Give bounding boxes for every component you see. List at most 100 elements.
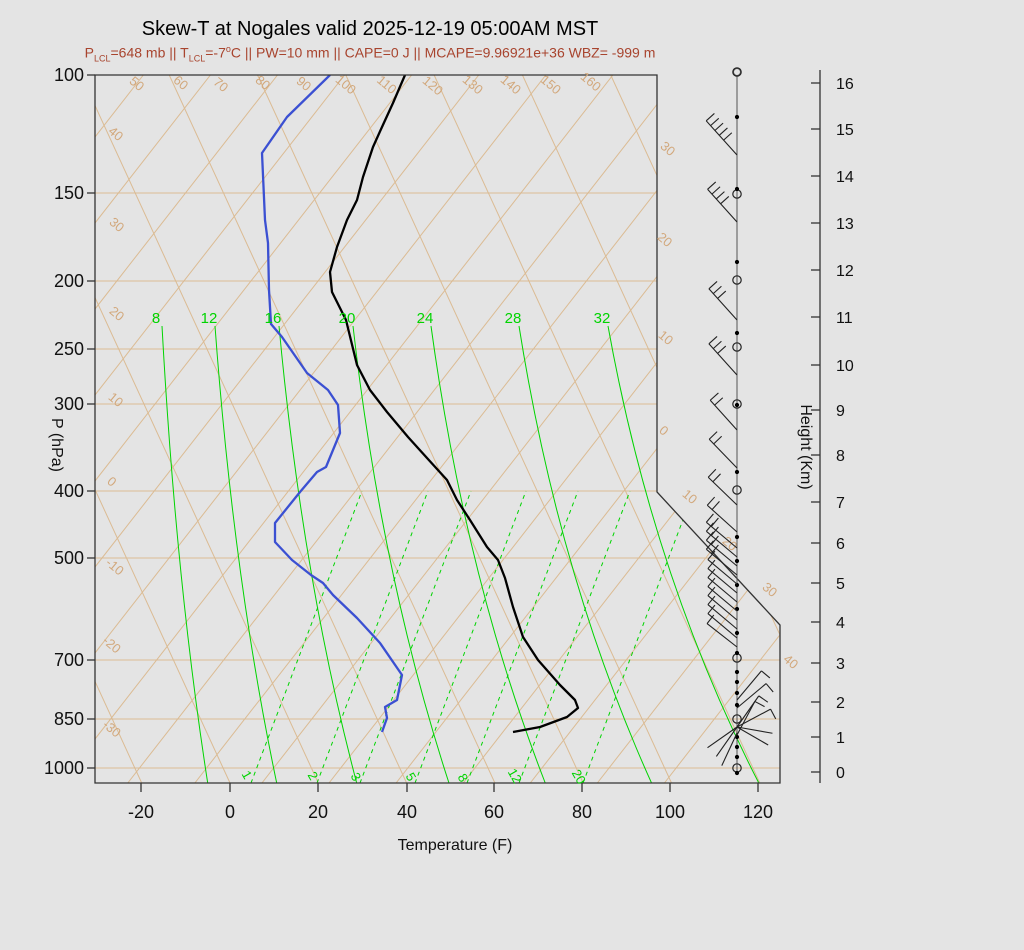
svg-text:13: 13 [836,216,854,233]
level-dot [734,679,740,685]
svg-text:7: 7 [836,495,845,512]
svg-text:12: 12 [836,263,854,280]
temperature-curve [328,75,580,734]
wind-barb [705,531,738,567]
svg-text:10: 10 [836,358,854,375]
svg-text:80: 80 [572,802,592,822]
svg-text:30: 30 [658,138,679,159]
plot-frame [94,74,781,784]
isobar-lines [95,192,780,769]
wind-barb [705,113,738,156]
pressure-axis: 100 150 200 250 300 400 500 700 850 1000 P (hPa) [44,65,95,778]
wind-barb [707,604,738,639]
wind-barb [706,496,738,533]
svg-text:90: 90 [294,73,315,94]
svg-text:10: 10 [106,389,127,410]
svg-text:16: 16 [265,310,282,327]
svg-text:110: 110 [374,72,400,97]
svg-text:30: 30 [760,579,781,600]
wind-barb [708,431,738,469]
svg-text:60: 60 [484,802,504,822]
svg-text:20: 20 [308,802,328,822]
level-dot [734,754,740,760]
dewpoint-curve [260,75,404,733]
svg-text:Temperature (F): Temperature (F) [398,837,513,854]
wind-barb [705,522,738,558]
svg-text:150: 150 [54,183,84,203]
level-circle [732,485,742,495]
dry-adiabat-lines [95,75,780,783]
wind-barb [708,281,738,321]
level-circle [732,342,742,352]
wind-barbs [705,67,777,776]
moist-adiabat-labels: 8 12 16 20 24 28 32 [152,310,611,327]
svg-text:50: 50 [127,73,148,94]
svg-text:8: 8 [836,448,845,465]
level-dot [734,186,740,192]
level-circle [732,275,742,285]
svg-text:160: 160 [578,69,604,94]
wind-barb [707,586,738,621]
level-dot [734,669,740,675]
svg-text:120: 120 [420,73,446,98]
svg-text:250: 250 [54,339,84,359]
wind-barb [707,577,738,612]
moist-adiabat-lines [161,325,760,783]
svg-text:2: 2 [836,695,845,712]
level-circle [732,399,742,409]
level-circle [732,67,742,77]
svg-text:8: 8 [152,310,160,327]
svg-text:11: 11 [836,310,853,327]
svg-text:4: 4 [836,615,845,632]
svg-text:1: 1 [836,730,845,747]
wind-barb [707,559,738,594]
isotherm-lines [95,75,780,783]
svg-text:700: 700 [54,650,84,670]
svg-text:12: 12 [505,766,525,786]
wind-barb [707,595,738,630]
svg-text:40: 40 [106,123,127,144]
isotherm-labels: 50 60 70 80 90 100 110 120 130 140 150 160403020100… [100,69,801,741]
wind-barb [707,550,738,585]
level-dot [734,534,740,540]
svg-text:28: 28 [505,310,522,327]
svg-text:70: 70 [211,74,232,95]
level-dot [734,402,740,408]
svg-text:24: 24 [417,310,434,327]
svg-text:10: 10 [680,486,701,507]
svg-text:20: 20 [107,303,128,324]
svg-text:20: 20 [339,310,356,327]
svg-text:0: 0 [656,422,671,438]
wind-barb [709,392,738,431]
x-axis: -20 0 20 40 60 80 100 120 Temperature (F) [128,783,773,854]
svg-text:0: 0 [225,802,235,822]
wind-barb [736,695,769,728]
svg-text:400: 400 [54,481,84,501]
svg-text:0: 0 [836,765,845,782]
svg-text:16: 16 [836,76,854,93]
svg-text:40: 40 [397,802,417,822]
wind-barb [736,683,774,709]
level-dot [734,650,740,656]
mixing-ratio-lines [250,490,695,783]
wind-barb [736,700,765,736]
staff-top-circle [733,68,741,76]
wind-barb [707,726,738,749]
svg-text:32: 32 [594,310,611,327]
svg-text:30: 30 [107,214,128,235]
svg-text:14: 14 [836,169,854,186]
svg-text:Height (Km): Height (Km) [797,404,814,489]
svg-text:40: 40 [781,651,802,672]
wind-barb [736,726,773,734]
svg-text:12: 12 [201,310,218,327]
sounding-curves [260,75,580,734]
svg-text:-20: -20 [128,802,154,822]
grid [95,75,780,783]
svg-text:1000: 1000 [44,758,84,778]
level-dot [734,702,740,708]
level-dot [734,259,740,265]
level-dot [734,582,740,588]
wind-barb [708,336,738,376]
